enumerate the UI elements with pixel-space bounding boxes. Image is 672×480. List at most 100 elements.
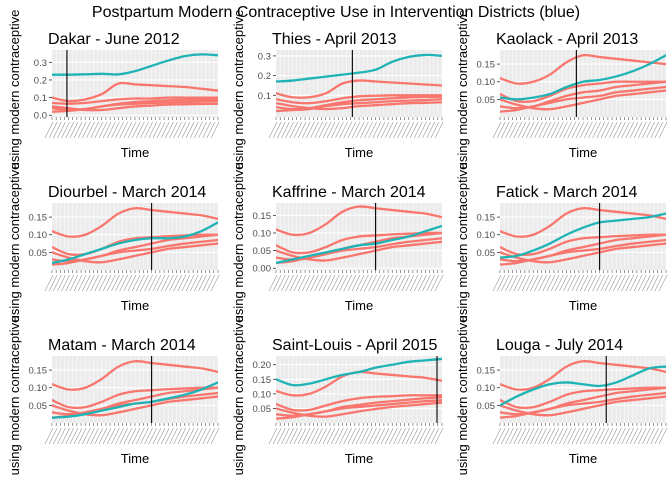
x-tick-label-glyph xyxy=(658,427,668,445)
x-tick-label-glyph xyxy=(61,121,70,139)
y-tick-label: 0.10 xyxy=(253,389,272,400)
x-tick-label-glyph xyxy=(550,274,560,292)
x-tick-label-glyph xyxy=(206,274,216,292)
x-tick-label-glyph xyxy=(376,274,386,292)
x-tick-label-glyph xyxy=(563,121,572,139)
x-tick-label-glyph xyxy=(351,274,361,292)
x-tick-label-glyph xyxy=(501,274,510,292)
x-tick-label-glyph xyxy=(48,121,58,139)
x-tick-label-glyph xyxy=(521,121,531,139)
x-tick-label-glyph xyxy=(389,427,398,445)
x-tick-label-glyph xyxy=(160,274,170,292)
y-tick-label: 0.2 xyxy=(258,71,271,82)
x-tick-label-glyph xyxy=(285,427,294,445)
x-tick-label-glyph xyxy=(546,121,556,139)
x-tick-label-glyph xyxy=(144,121,153,139)
x-tick-label-glyph xyxy=(430,274,440,292)
x-tick-label-glyph xyxy=(505,427,514,445)
x-tick-label-glyph xyxy=(555,121,564,139)
x-tick-label-glyph xyxy=(559,121,568,139)
x-tick-label-glyph xyxy=(389,274,398,292)
x-tick-label-glyph xyxy=(347,427,357,445)
panel: 0.05 0.10 0.15 Diourbel - March 2014 Time usi… xyxy=(7,163,220,323)
x-tick-label-glyph xyxy=(119,274,128,292)
x-tick-label-glyph xyxy=(61,274,70,292)
x-tick-label-glyph xyxy=(177,121,187,139)
figure-title: Postpartum Modern Contraceptive Use in I… xyxy=(92,4,580,21)
x-tick-label-glyph xyxy=(314,427,323,445)
x-axis-label: Time xyxy=(345,145,373,160)
x-tick-label-glyph xyxy=(140,274,149,292)
x-tick-label-glyph xyxy=(364,274,373,292)
x-tick-label-glyph xyxy=(48,274,58,292)
x-tick-label-glyph xyxy=(69,121,79,139)
x-tick-label-glyph xyxy=(61,427,70,445)
x-tick-label-glyph xyxy=(617,427,626,445)
x-tick-label-glyph xyxy=(165,427,174,445)
x-tick-label-glyph xyxy=(115,274,124,292)
x-tick-label-glyph xyxy=(567,427,576,445)
x-tick-label-glyph xyxy=(326,274,336,292)
y-tick-label: 0.15 xyxy=(477,366,496,377)
x-tick-label-glyph xyxy=(90,121,99,139)
x-tick-label-glyph xyxy=(181,121,191,139)
x-tick-label-glyph xyxy=(115,427,124,445)
x-tick-label-glyph xyxy=(613,121,622,139)
x-tick-label-glyph xyxy=(384,274,394,292)
x-tick-label-glyph xyxy=(136,274,145,292)
x-tick-label-glyph xyxy=(513,427,522,445)
x-tick-label-glyph xyxy=(501,427,510,445)
x-tick-label-glyph xyxy=(347,121,357,139)
x-tick-label-glyph xyxy=(190,121,199,139)
x-tick-label-glyph xyxy=(492,274,502,292)
x-tick-label-glyph xyxy=(642,274,651,292)
x-tick-label-glyph xyxy=(646,427,655,445)
panel-title: Louga - July 2014 xyxy=(496,337,623,354)
x-tick-label-glyph xyxy=(314,121,323,139)
y-axis-label: using modern contraceptive xyxy=(7,10,22,170)
x-tick-label-glyph xyxy=(364,121,373,139)
x-tick-label-glyph xyxy=(73,427,83,445)
y-tick-label: 0.20 xyxy=(253,360,272,371)
comparison-series-line xyxy=(276,394,442,412)
x-tick-label-glyph xyxy=(621,121,630,139)
x-tick-label-glyph xyxy=(563,274,572,292)
x-tick-label-glyph xyxy=(650,121,659,139)
x-tick-label-glyph xyxy=(629,427,639,445)
panel-title: Kaffrine - March 2014 xyxy=(272,184,426,201)
x-tick-label-glyph xyxy=(588,274,597,292)
comparison-series-line xyxy=(500,395,666,417)
y-tick-label: 0.05 xyxy=(477,95,496,106)
x-tick-label-glyph xyxy=(339,274,348,292)
x-tick-label-glyph xyxy=(559,274,568,292)
comparison-series-line xyxy=(500,386,666,410)
x-tick-label-glyph xyxy=(434,121,444,139)
x-tick-label-glyph xyxy=(646,121,655,139)
x-tick-label-glyph xyxy=(525,427,535,445)
panel: 0.05 0.10 0.15 Kaolack - April 2013 Time usin… xyxy=(455,10,668,170)
x-tick-label-glyph xyxy=(588,121,597,139)
y-axis-label: using modern contraceptive xyxy=(455,10,470,170)
x-tick-label-glyph xyxy=(185,427,195,445)
x-tick-label-glyph xyxy=(190,274,199,292)
comparison-series-line xyxy=(52,395,218,417)
x-tick-label-glyph xyxy=(368,274,377,292)
x-tick-label-glyph xyxy=(306,121,315,139)
x-tick-label-glyph xyxy=(156,274,166,292)
x-tick-label-glyph xyxy=(509,427,518,445)
comparison-series-line xyxy=(500,80,666,104)
comparison-series-line xyxy=(500,53,666,85)
x-tick-label-glyph xyxy=(102,427,112,445)
series-layer xyxy=(276,53,442,113)
x-tick-label-glyph xyxy=(654,274,664,292)
y-axis-label: using modern contraceptive xyxy=(7,163,22,323)
x-tick-label-glyph xyxy=(401,121,411,139)
x-tick-label-glyph xyxy=(550,427,560,445)
x-tick-label-glyph xyxy=(331,274,340,292)
x-tick-label-glyph xyxy=(360,274,369,292)
x-tick-label-glyph xyxy=(69,274,79,292)
x-tick-label-glyph xyxy=(160,427,170,445)
y-tick-label: 0.00 xyxy=(253,264,272,275)
